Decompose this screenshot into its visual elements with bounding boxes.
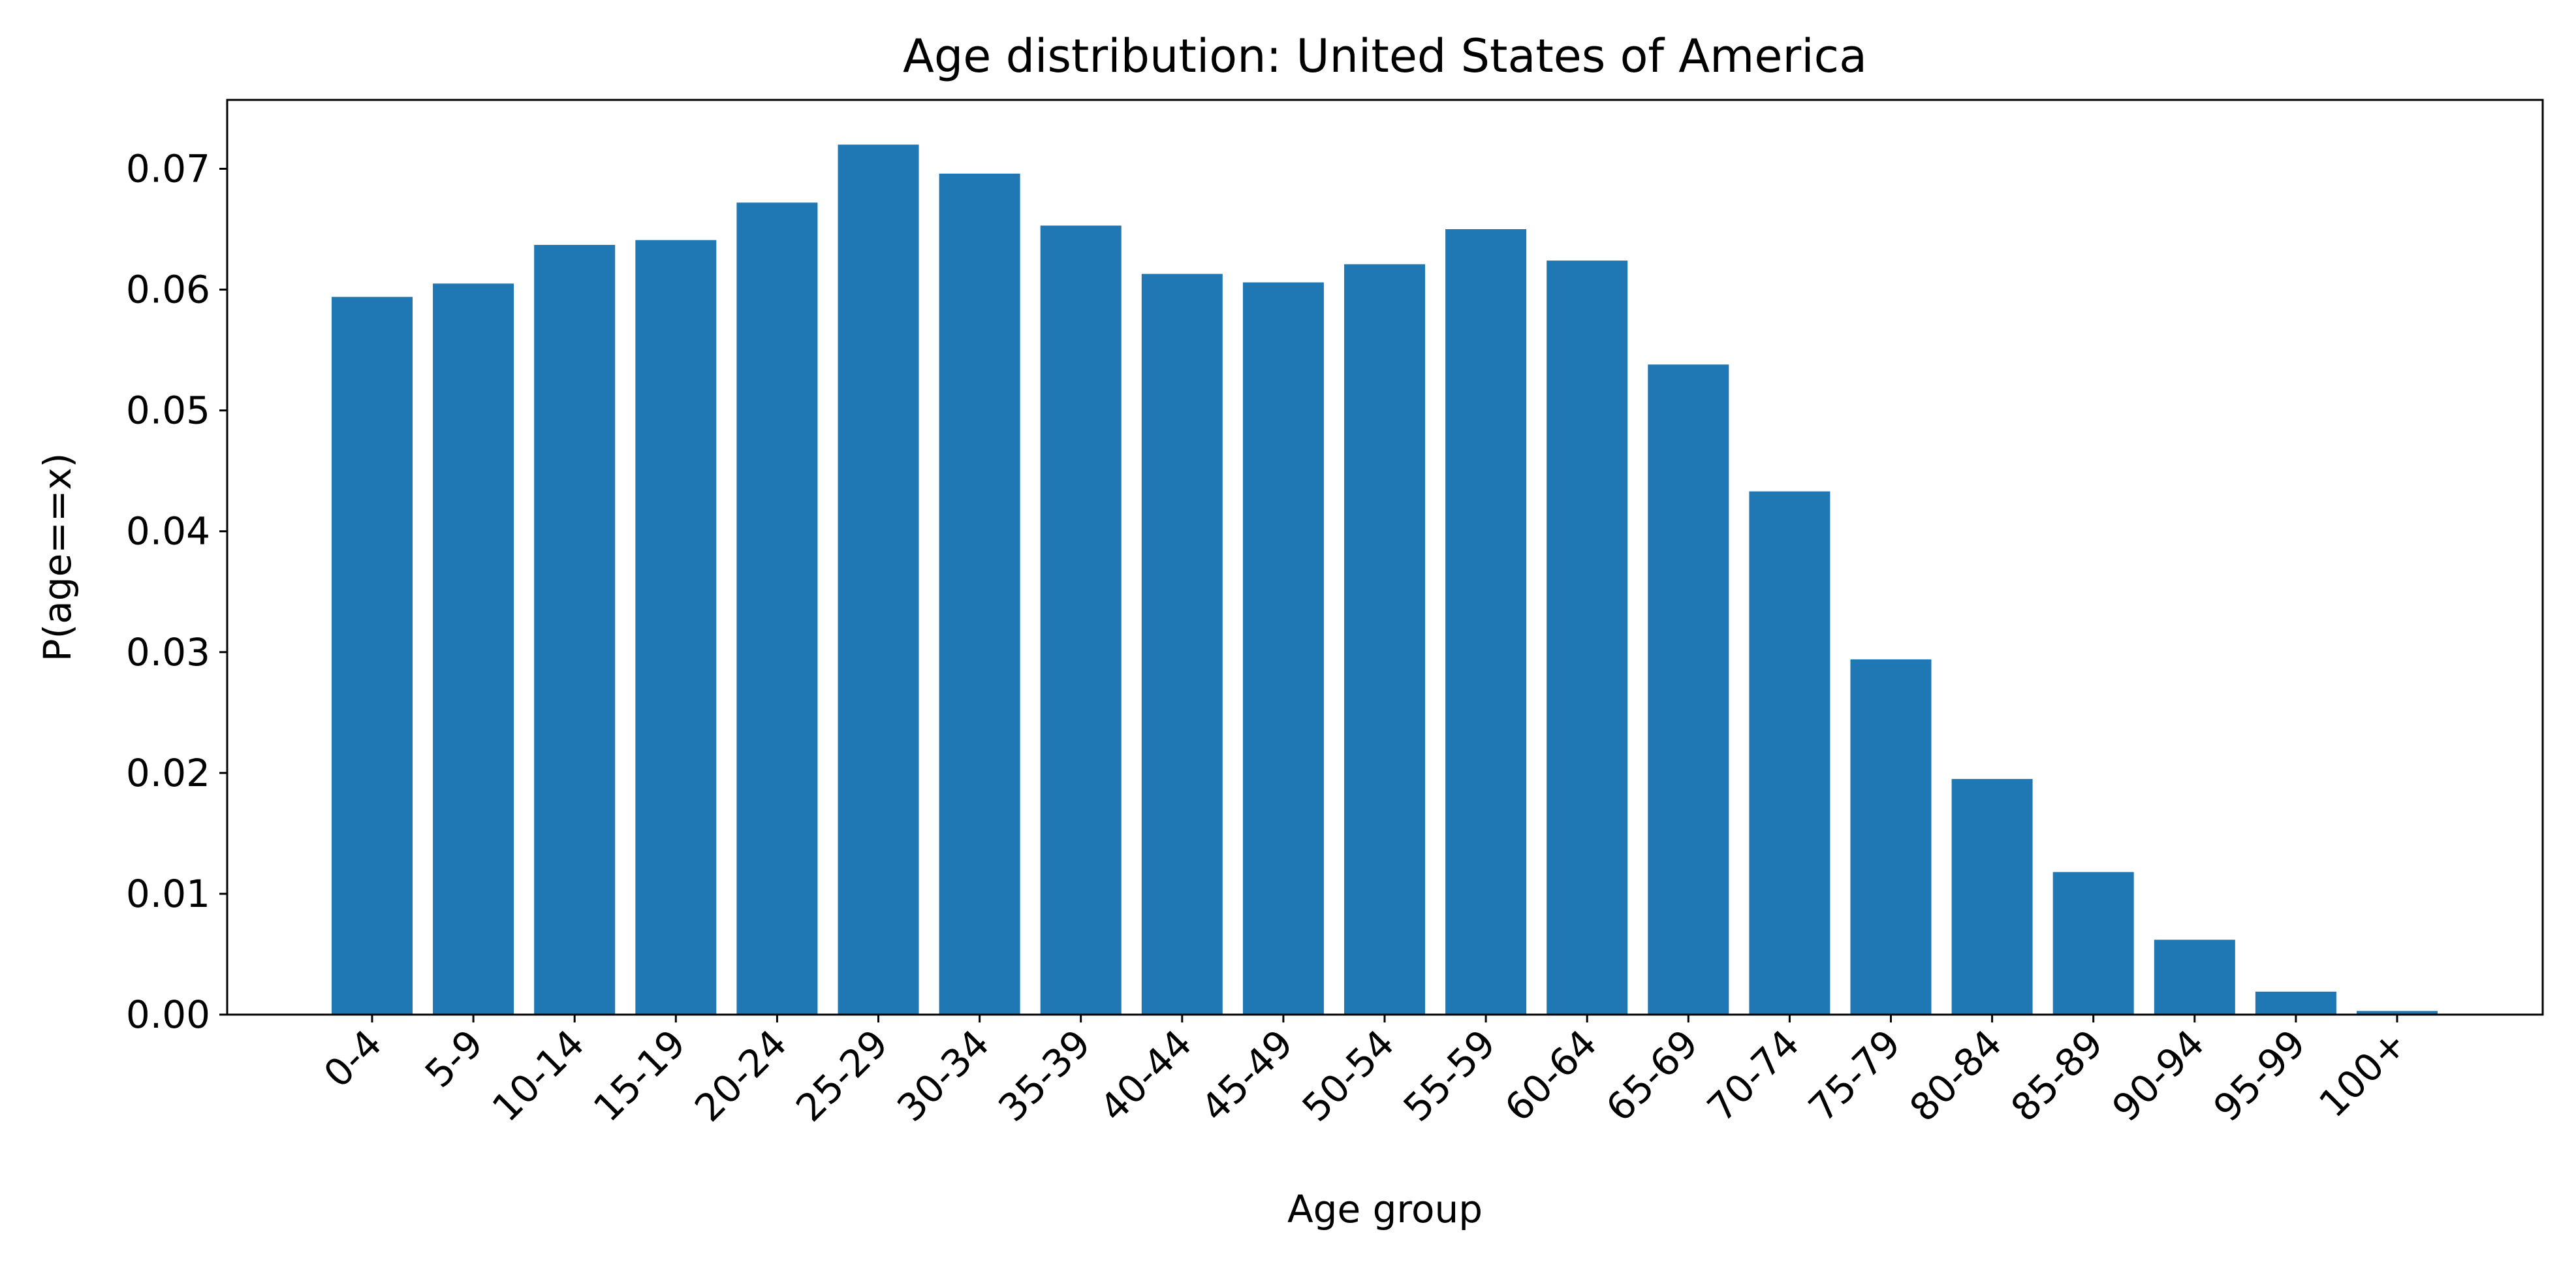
bar-20-24 [736,202,818,1015]
bar-10-14 [534,245,616,1015]
bar-95-99 [2255,991,2336,1015]
bar-85-89 [2052,872,2134,1015]
bar-0-4 [332,296,413,1015]
y-tick-label: 0.05 [126,388,210,433]
bar-90-94 [2154,940,2235,1015]
y-tick-label: 0.06 [126,268,210,312]
y-tick-label: 0.02 [126,751,210,795]
bar-80-84 [1951,779,2033,1015]
bar-70-74 [1749,491,1830,1015]
bar-30-34 [939,173,1020,1015]
chart-title: Age distribution: United States of Ameri… [903,29,1867,83]
bar-50-54 [1344,264,1425,1015]
bar-55-59 [1445,229,1527,1015]
y-axis-ticks: 0.00 0.01 0.02 0.03 0.04 0.05 0.06 0.07 [126,146,227,1037]
bar-45-49 [1242,282,1324,1015]
y-tick-label: 0.00 [126,992,210,1037]
bar-15-19 [635,240,717,1015]
bar-5-9 [433,283,514,1015]
x-axis-label: Age group [1287,1187,1483,1231]
y-tick-label: 0.07 [126,146,210,191]
plot-frame [226,99,2544,1016]
bar-25-29 [838,144,919,1015]
bar-35-39 [1040,225,1122,1015]
bar-100+ [2357,1011,2438,1015]
y-axis-label: P(age==x) [35,453,80,662]
y-tick-label: 0.01 [126,872,210,916]
bar-60-64 [1547,261,1628,1015]
bar-75-79 [1850,659,1932,1015]
bars-group [332,144,2438,1015]
y-tick-label: 0.03 [126,630,210,674]
y-tick-label: 0.04 [126,509,210,554]
bar-65-69 [1648,364,1729,1015]
bar-40-44 [1141,274,1223,1015]
